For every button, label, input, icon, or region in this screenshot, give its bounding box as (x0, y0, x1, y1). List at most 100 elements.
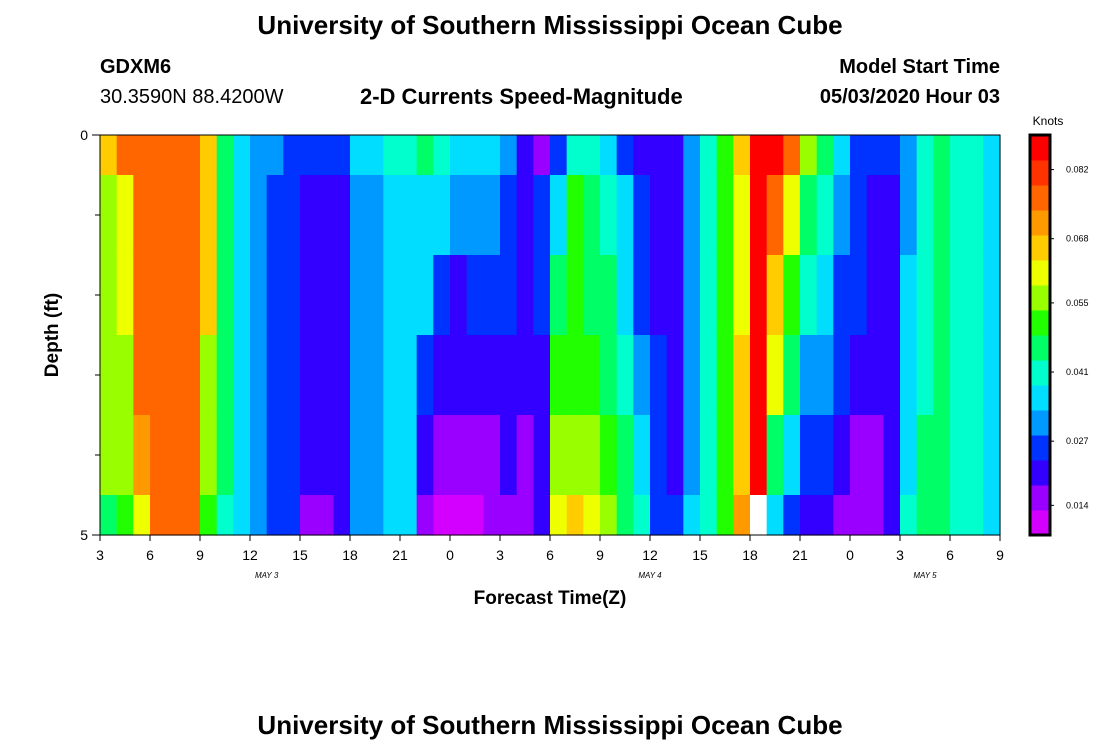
heatmap-cell (100, 135, 118, 176)
heatmap-cell (783, 415, 801, 496)
heatmap-cell (616, 495, 634, 536)
heatmap-cell (116, 495, 134, 536)
heatmap-cell (533, 135, 551, 176)
heatmap-cell (550, 255, 568, 336)
heatmap-cell (883, 495, 901, 536)
heatmap-cell (633, 415, 651, 496)
heatmap-cell (700, 335, 718, 416)
heatmap-cell (583, 335, 601, 416)
heatmap-cell (366, 255, 384, 336)
heatmap-cell (533, 255, 551, 336)
x-tick-label: 18 (342, 547, 358, 563)
heatmap-cell (950, 175, 968, 256)
heatmap-cell (250, 335, 268, 416)
heatmap-cell (350, 335, 368, 416)
heatmap-cell (150, 415, 168, 496)
heatmap-cell (566, 135, 584, 176)
heatmap-cell (233, 135, 251, 176)
heatmap-cell (683, 335, 701, 416)
heatmap-cell (450, 175, 468, 256)
heatmap-cell (900, 175, 918, 256)
heatmap-cell (116, 135, 134, 176)
heatmap-cell (133, 135, 151, 176)
heatmap-cell (616, 335, 634, 416)
heatmap-cell (400, 335, 418, 416)
heatmap-cell (500, 175, 518, 256)
heatmap-cell (766, 175, 784, 256)
heatmap-cell (983, 135, 1001, 176)
heatmap-cell (783, 135, 801, 176)
heatmap-cell (250, 495, 268, 536)
heatmap-cell (116, 255, 134, 336)
heatmap-cell (850, 495, 868, 536)
heatmap-cell (200, 415, 218, 496)
x-axis-label: Forecast Time(Z) (474, 588, 627, 609)
heatmap-cell (766, 415, 784, 496)
colorbar-segment (1030, 260, 1050, 286)
page-title: University of Southern Mississippi Ocean… (257, 10, 843, 40)
heatmap-cell (783, 255, 801, 336)
heatmap-cell (766, 495, 784, 536)
heatmap-cell (333, 175, 351, 256)
x-tick-label: 21 (792, 547, 808, 563)
heatmap-cell (316, 175, 334, 256)
heatmap-cell (950, 255, 968, 336)
heatmap-cell (516, 415, 534, 496)
heatmap-cell (850, 415, 868, 496)
heatmap-cell (166, 135, 184, 176)
heatmap-cell (466, 255, 484, 336)
heatmap-cell (650, 175, 668, 256)
heatmap-cell (733, 135, 751, 176)
heatmap-cell (383, 175, 401, 256)
heatmap-cell (833, 175, 851, 256)
heatmap-cell (333, 255, 351, 336)
x-tick-label: 15 (692, 547, 708, 563)
colorbar-tick-label: 0.027 (1066, 436, 1089, 446)
heatmap-cell (916, 495, 934, 536)
heatmap-cell (866, 175, 884, 256)
heatmap-cell (233, 335, 251, 416)
heatmap-cell (816, 175, 834, 256)
heatmap-cell (950, 135, 968, 176)
heatmap-cell (616, 135, 634, 176)
heatmap-cell (816, 255, 834, 336)
heatmap-cell (416, 415, 434, 496)
x-tick-label: 6 (946, 547, 954, 563)
heatmap-cell (733, 495, 751, 536)
x-tick-label: 12 (642, 547, 658, 563)
heatmap-cell (583, 175, 601, 256)
heatmap-cell (766, 135, 784, 176)
heatmap-cell (866, 135, 884, 176)
heatmap-cell (833, 255, 851, 336)
heatmap-cell (366, 495, 384, 536)
colorbar-segment (1030, 135, 1050, 161)
heatmap-cell (216, 175, 234, 256)
heatmap-cell (516, 175, 534, 256)
heatmap-cell (633, 495, 651, 536)
heatmap-cell (450, 335, 468, 416)
x-tick-label: 9 (596, 547, 604, 563)
heatmap-cell (816, 335, 834, 416)
heatmap-cell (183, 175, 201, 256)
x-tick-label: 21 (392, 547, 408, 563)
heatmap-cell (316, 495, 334, 536)
heatmap-cell (750, 495, 768, 536)
heatmap-cell (116, 335, 134, 416)
heatmap-cell (900, 335, 918, 416)
heatmap-cell (283, 335, 301, 416)
heatmap-cell (900, 495, 918, 536)
heatmap-cell (716, 255, 734, 336)
heatmap-cell (216, 415, 234, 496)
heatmap-cell (916, 415, 934, 496)
heatmap-cell (350, 135, 368, 176)
y-tick-label: 0 (80, 127, 88, 143)
heatmap-cell (233, 175, 251, 256)
colorbar-segment (1030, 435, 1050, 461)
heatmap-cell (216, 135, 234, 176)
heatmap-cell (833, 495, 851, 536)
heatmap-cell (850, 255, 868, 336)
colorbar-tick-label: 0.082 (1066, 165, 1089, 175)
heatmap-cell (316, 415, 334, 496)
colorbar-segment (1030, 410, 1050, 436)
heatmap-cell (266, 255, 284, 336)
